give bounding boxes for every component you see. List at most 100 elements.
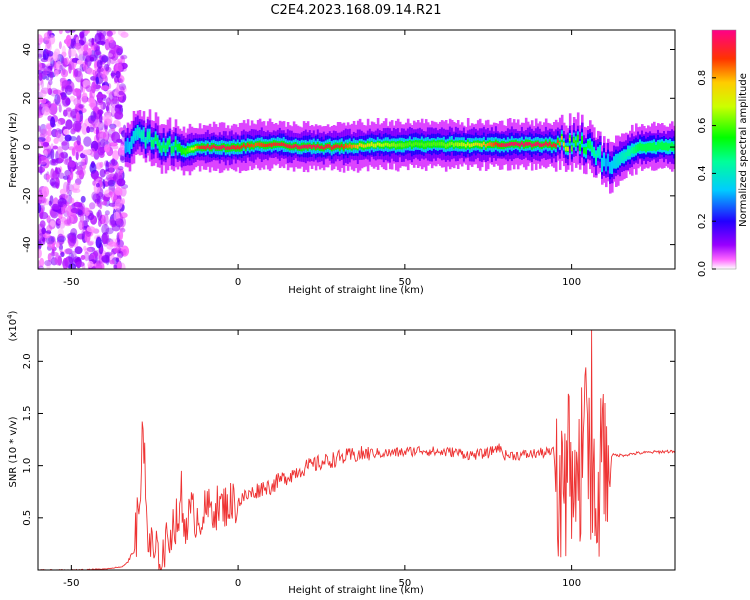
spectrogram-noise-blob [38,137,46,142]
spectrogram-noise-blob [63,218,73,227]
spectrogram-noise-blob [88,102,96,108]
spectrogram-noise-blob [65,35,72,47]
spectrogram-noise-blob [56,93,62,104]
spectrogram-band-segment [430,142,434,147]
spectrogram-noise-blob [46,131,50,141]
spectrogram-band-segment [570,146,574,151]
spectrogram-noise-blob [95,236,102,249]
spectrogram-band-segment [290,145,294,149]
spectrogram-noise-blob [95,46,101,56]
spectrogram-band-segment [180,148,184,153]
spectrogram-band-segment [162,142,166,147]
spectrogram-noise-blob [83,245,87,251]
spectrogram-noise-blob [78,220,85,231]
spectrogram-band-segment [308,144,312,148]
spectrogram-noise-blob [39,123,47,136]
spectrogram-noise-blob [80,255,86,260]
spectrogram-noise-blob [81,122,88,135]
spectrogram-noise-blob [107,53,114,58]
spectrogram-band-segment [452,143,456,147]
spectrogram-band-segment [635,147,638,151]
spectrogram-band-segment [591,147,594,151]
spectrogram-noise-blob [75,151,79,161]
spectrogram-band-segment [252,144,256,148]
spectrogram-noise-blob [78,53,85,62]
spectrogram-noise-blob [109,259,115,265]
spectrogram-noise-blob [92,180,96,186]
spectrogram-noise-blob [42,196,46,202]
spectrogram-band-segment [294,144,298,148]
spectrogram-band-segment [232,145,236,149]
spectrogram-noise-blob [49,117,55,128]
spectrogram-band-segment [534,142,538,147]
spectrogram-noise-blob [57,117,66,125]
spectrogram-noise-blob [86,226,96,233]
spectrogram-band-segment [508,142,512,147]
spectrogram-noise-blob [93,49,102,59]
spectrogram-noise-blob [88,41,95,47]
spectrogram-noise-blob [65,30,71,34]
snr-x-axis-label: Height of straight line (km) [288,585,424,596]
spectrogram-band-segment [366,143,370,147]
spectrogram-panel: -50 0 50 100 -40 -20 0 20 40 Height of straight… [8,29,676,296]
spectrogram-band-segment [184,150,188,154]
spectrogram-noise-blob [66,205,73,218]
spectrogram-band-segment [398,143,402,147]
spectrogram-band-segment [502,143,506,147]
spectrogram-band-segment [589,143,592,147]
spectrogram-noise-blob [82,149,91,155]
spectrogram-noise-blob [50,148,55,160]
spectrogram-noise-blob [87,240,95,246]
spectrogram-band-segment [288,144,292,149]
spectrogram-noise-blob [101,223,110,235]
snr-x-ticks: -50 0 50 100 [63,330,581,589]
spectrogram-noise-blob [88,54,97,59]
spectrogram-band-segment [140,133,144,138]
spectrogram-band-segment [300,145,304,149]
spectrogram-band-segment [562,142,566,147]
spectrogram-noise-blob [74,246,83,255]
spectrogram-band-segment [220,145,224,150]
spectrogram-band-segment [578,145,582,150]
spectrogram-noise-blob [72,183,80,191]
spectrogram-noise-blob [58,41,62,50]
spectrogram-band-segment [558,142,562,146]
spectrogram-noise-blob [89,202,96,210]
spectrogram-band-segment [176,146,180,150]
spectrogram-band-segment [276,142,280,146]
spectrogram-band-segment [540,143,544,147]
spectrogram-band-segment [306,144,310,149]
spectrogram-noise-blob [113,264,117,269]
spectrogram-band-segment [659,144,662,148]
spectrogram-band-segment [124,145,128,150]
spectrogram-noise-blob [52,51,58,62]
spectrogram-noise-blob [67,146,76,151]
colorbar-label: Normalized spectral amplitude [738,73,749,227]
spectrogram-band-segment [388,143,392,147]
spectrogram-noise-blob [118,147,127,155]
spectrogram-noise-blob [77,167,86,177]
spectrogram-band-segment [456,142,460,147]
spectrogram-band-segment [492,142,496,147]
spectrogram-band-segment [655,146,658,150]
spectrogram-band-segment [576,136,580,141]
spectrogram-noise-blob [56,219,65,225]
spectrogram-noise-blob [90,110,97,122]
snr-multiplier-open: (x10 [8,319,19,342]
spectrogram-noise-blob [111,70,115,79]
snr-series-line [38,330,675,570]
spectrogram-band-segment [609,166,612,170]
spectrogram-y-ticks: -40 -20 0 20 40 [22,43,675,253]
spectrogram-band-segment [649,144,652,149]
spectrogram-noise-blob [48,34,56,45]
spectrogram-band-segment [250,143,254,147]
spectrogram-noise-blob [95,263,103,269]
snr-y-axis-label: SNR (10 * v/v) [8,416,19,487]
spectrogram-band-segment [568,137,572,141]
spectrogram-noise-blob [76,96,82,105]
svg-text:(x104): (x104) [6,310,19,341]
spectrogram-band-segment [476,142,480,146]
spectrogram-band-segment [488,142,492,146]
spectrogram-noise-blob [50,251,59,256]
spectrogram-noise-blob [66,215,72,226]
